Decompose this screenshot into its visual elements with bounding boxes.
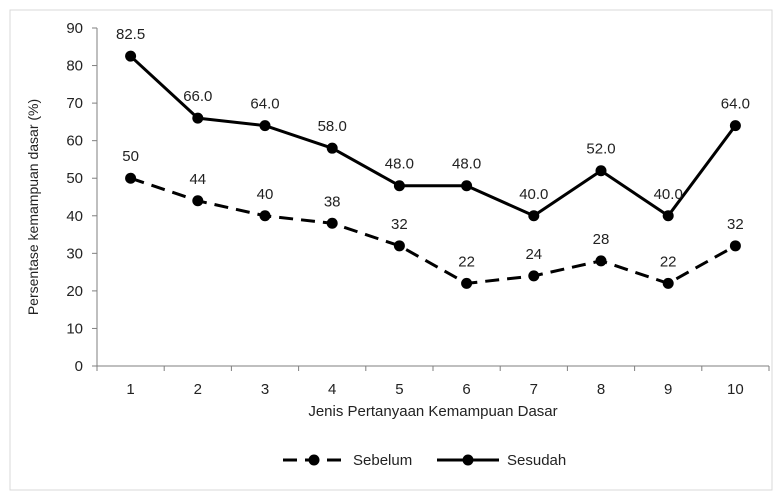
data-label-sesudah: 48.0 <box>452 156 481 173</box>
y-tick-label: 30 <box>66 245 83 262</box>
data-point-sesudah <box>662 210 674 222</box>
x-axis-title: Jenis Pertanyaan Kemampuan Dasar <box>308 403 557 420</box>
x-tick-label: 6 <box>462 381 470 398</box>
data-point-sebelum <box>326 217 338 229</box>
data-label-sebelum: 44 <box>189 171 206 188</box>
data-point-sesudah <box>192 112 204 124</box>
y-tick-label: 90 <box>66 20 83 37</box>
data-label-sesudah: 40.0 <box>654 186 683 203</box>
data-point-sesudah <box>125 50 137 62</box>
y-tick-label: 0 <box>75 358 83 375</box>
data-label-sebelum: 24 <box>525 246 542 263</box>
data-point-sebelum <box>595 255 607 267</box>
data-point-sebelum <box>192 195 204 207</box>
data-label-sebelum: 22 <box>660 253 677 270</box>
data-point-sesudah <box>729 120 741 132</box>
legend-label-sesudah: Sesudah <box>507 452 566 469</box>
legend-marker-sesudah <box>462 454 474 466</box>
data-label-sesudah: 64.0 <box>250 96 279 113</box>
data-point-sesudah <box>259 120 271 132</box>
data-label-sesudah: 58.0 <box>318 118 347 135</box>
x-tick-label: 5 <box>395 381 403 398</box>
data-label-sebelum: 40 <box>257 186 274 203</box>
x-tick-label: 2 <box>194 381 202 398</box>
axes: 0 10 20 30 40 50 60 70 80 90 1 2 3 4 5 6 7 8 9 10 <box>66 20 770 398</box>
data-label-sebelum: 22 <box>458 253 475 270</box>
y-tick-label: 20 <box>66 283 83 300</box>
chart-border <box>9 9 773 491</box>
data-point-sebelum <box>528 270 540 282</box>
data-point-sebelum <box>393 240 405 252</box>
x-tick-label: 4 <box>328 381 336 398</box>
data-point-sebelum <box>125 172 137 184</box>
data-point-sesudah <box>326 142 338 154</box>
data-label-sesudah: 52.0 <box>586 141 615 158</box>
data-label-sesudah: 48.0 <box>385 156 414 173</box>
data-point-sebelum <box>259 210 271 222</box>
legend-label-sebelum: Sebelum <box>353 452 412 469</box>
data-point-sesudah <box>461 180 473 192</box>
x-tick-label: 10 <box>727 381 744 398</box>
data-point-sebelum <box>662 277 674 289</box>
data-label-sebelum: 32 <box>727 216 744 233</box>
data-point-sesudah <box>393 180 405 192</box>
x-tick-label: 1 <box>126 381 134 398</box>
data-label-sesudah: 82.5 <box>116 26 145 43</box>
y-tick-label: 40 <box>66 208 83 225</box>
data-label-sebelum: 32 <box>391 216 408 233</box>
data-point-sebelum <box>729 240 741 252</box>
series-line-sebelum <box>130 176 737 285</box>
series-layer <box>125 50 741 289</box>
data-point-sebelum <box>461 277 473 289</box>
y-tick-label: 70 <box>66 95 83 112</box>
x-tick-label: 3 <box>261 381 269 398</box>
legend-marker-sebelum <box>308 454 320 466</box>
data-label-sebelum: 28 <box>593 231 610 248</box>
y-axis-title: Persentase kemampuan dasar (%) <box>25 99 41 315</box>
data-label-sebelum: 50 <box>122 148 139 165</box>
data-point-sesudah <box>528 210 540 222</box>
x-tick-label: 9 <box>664 381 672 398</box>
data-label-sesudah: 64.0 <box>721 96 750 113</box>
data-label-sesudah: 66.0 <box>183 88 212 105</box>
x-tick-label: 8 <box>597 381 605 398</box>
x-tick-label: 7 <box>530 381 538 398</box>
y-tick-label: 60 <box>66 133 83 150</box>
data-label-sesudah: 40.0 <box>519 186 548 203</box>
series-line-sesudah <box>129 55 737 218</box>
data-labels: 50 44 40 38 32 22 24 28 22 32 82.5 66.0 64.0 58.0 48.0… <box>116 26 750 270</box>
y-tick-label: 50 <box>66 170 83 187</box>
data-point-sesudah <box>595 165 607 177</box>
y-tick-label: 10 <box>66 320 83 337</box>
y-tick-label: 80 <box>66 58 83 75</box>
data-label-sebelum: 38 <box>324 193 341 210</box>
legend: Sebelum Sesudah <box>283 452 566 469</box>
